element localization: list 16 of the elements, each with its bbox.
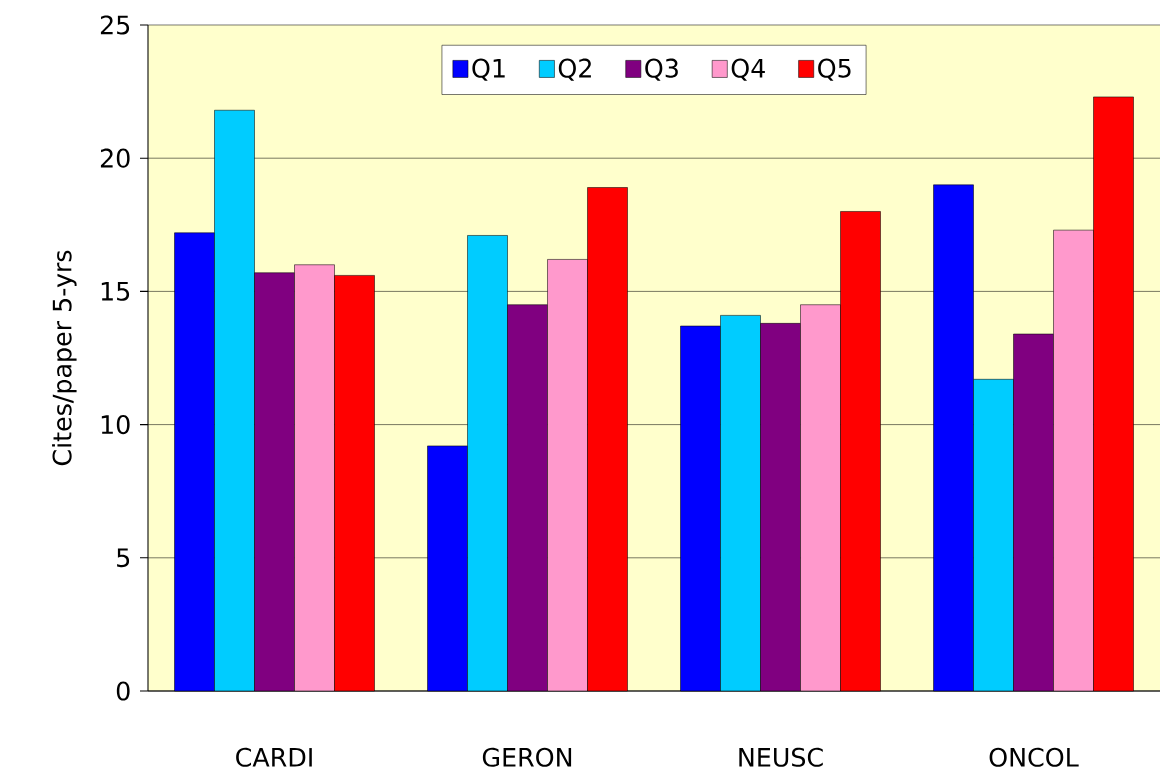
y-tick-label: 20 xyxy=(100,148,130,168)
legend-label: Q5 xyxy=(818,58,851,81)
y-tick-label: 10 xyxy=(101,415,130,435)
x-tick-label: ONCOL xyxy=(989,747,1079,767)
y-axis-title: Cites/paper 5-yrs xyxy=(52,250,77,466)
y-tick-label: 25 xyxy=(100,15,130,35)
y-tick-label: 0 xyxy=(116,681,130,701)
y-tick-label: 5 xyxy=(117,548,130,568)
x-tick-label: NEUSC xyxy=(739,747,823,767)
legend-label: Q2 xyxy=(558,58,591,81)
legend-label: Q1 xyxy=(472,58,505,81)
legend-label: Q4 xyxy=(731,58,765,81)
x-tick-label: GERON xyxy=(482,747,572,767)
y-tick-label: 15 xyxy=(101,281,130,301)
legend-label: Q3 xyxy=(645,58,678,81)
x-tick-label: CARDI xyxy=(236,747,312,767)
